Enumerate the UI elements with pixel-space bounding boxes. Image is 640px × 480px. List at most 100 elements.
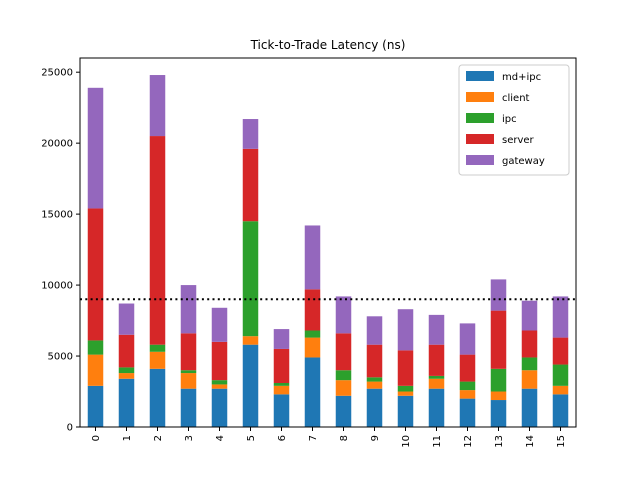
bar-client-11 — [428, 378, 445, 389]
legend-label: server — [502, 135, 535, 146]
bar-gateway-10 — [397, 309, 414, 351]
bar-gateway-9 — [366, 316, 383, 345]
y-tick-label: 20000 — [41, 139, 73, 150]
bar-client-1 — [118, 373, 135, 379]
bar-gateway-13 — [490, 279, 507, 311]
bar-gateway-1 — [118, 303, 135, 335]
bar-md-ipc-10 — [397, 395, 414, 427]
bar-client-15 — [552, 385, 569, 395]
y-tick-label: 25000 — [41, 68, 73, 79]
legend-swatch — [466, 71, 494, 81]
bar-ipc-2 — [149, 344, 166, 352]
legend: md+ipc client ipc server gateway — [458, 64, 570, 176]
x-tick-label: 6 — [277, 435, 288, 441]
legend-label: md+ipc — [502, 72, 541, 83]
y-tick-label: 5000 — [48, 352, 73, 363]
bar-ipc-5 — [242, 221, 259, 337]
bar-ipc-15 — [552, 364, 569, 386]
bar-client-12 — [459, 390, 476, 399]
legend-swatch — [466, 92, 494, 102]
bar-md-ipc-13 — [490, 400, 507, 427]
bar-gateway-12 — [459, 323, 476, 355]
bar-server-9 — [366, 344, 383, 378]
bar-client-0 — [87, 354, 104, 386]
bar-server-1 — [118, 334, 135, 368]
x-tick-label: 13 — [494, 435, 505, 448]
x-tick-label: 8 — [339, 435, 350, 441]
bar-server-6 — [273, 348, 290, 384]
bar-gateway-0 — [87, 87, 104, 209]
x-tick-label: 1 — [122, 435, 133, 441]
legend-label: client — [502, 93, 530, 104]
bar-ipc-11 — [428, 375, 445, 379]
bar-server-0 — [87, 208, 104, 341]
bar-client-5 — [242, 336, 259, 345]
bar-gateway-5 — [242, 119, 259, 149]
legend-label: ipc — [502, 114, 517, 125]
bar-ipc-0 — [87, 340, 104, 355]
bar-server-4 — [211, 341, 228, 381]
bar-server-14 — [521, 330, 538, 358]
x-tick-label: 4 — [215, 435, 226, 441]
bar-server-13 — [490, 310, 507, 369]
bar-client-2 — [149, 351, 166, 369]
x-tick-label: 15 — [556, 435, 567, 448]
x-tick-label: 0 — [91, 435, 102, 441]
bar-gateway-14 — [521, 300, 538, 331]
bar-ipc-9 — [366, 377, 383, 382]
bar-md-ipc-5 — [242, 344, 259, 427]
bar-client-14 — [521, 370, 538, 389]
x-tick-label: 11 — [432, 435, 443, 448]
bar-md-ipc-2 — [149, 368, 166, 427]
bar-ipc-10 — [397, 385, 414, 392]
bar-client-6 — [273, 385, 290, 395]
bar-gateway-4 — [211, 307, 228, 342]
bar-ipc-14 — [521, 357, 538, 371]
x-tick-label: 7 — [308, 435, 319, 441]
bar-server-12 — [459, 354, 476, 382]
bar-client-10 — [397, 391, 414, 396]
bar-client-7 — [304, 337, 321, 358]
bar-server-11 — [428, 344, 445, 376]
bar-md-ipc-9 — [366, 388, 383, 427]
bar-ipc-1 — [118, 367, 135, 374]
bar-server-5 — [242, 148, 259, 222]
bar-gateway-2 — [149, 75, 166, 137]
bar-server-8 — [335, 333, 352, 371]
x-tick-label: 14 — [525, 435, 536, 448]
bar-md-ipc-6 — [273, 394, 290, 427]
chart-title: Tick-to-Trade Latency (ns) — [250, 38, 406, 52]
x-tick-label: 9 — [370, 435, 381, 441]
bar-ipc-12 — [459, 381, 476, 391]
bar-ipc-6 — [273, 383, 290, 386]
x-tick-label: 3 — [184, 435, 195, 441]
legend-swatch — [466, 155, 494, 165]
plot-frame — [79, 57, 577, 428]
bar-gateway-15 — [552, 296, 569, 338]
bar-ipc-3 — [180, 370, 197, 374]
bar-server-15 — [552, 337, 569, 365]
bar-gateway-6 — [273, 329, 290, 349]
bar-ipc-13 — [490, 368, 507, 392]
bar-gateway-11 — [428, 314, 445, 345]
x-tick-label: 10 — [401, 435, 412, 448]
bar-md-ipc-8 — [335, 395, 352, 427]
bar-server-7 — [304, 289, 321, 331]
bar-client-3 — [180, 373, 197, 389]
bar-md-ipc-7 — [304, 357, 321, 427]
y-tick-label: 10000 — [41, 281, 73, 292]
bars-group — [87, 75, 569, 427]
bar-gateway-7 — [304, 225, 321, 290]
bar-client-4 — [211, 384, 228, 389]
bar-ipc-4 — [211, 380, 228, 385]
bar-client-13 — [490, 391, 507, 401]
bar-md-ipc-14 — [521, 388, 538, 427]
bar-server-3 — [180, 333, 197, 371]
bar-md-ipc-15 — [552, 394, 569, 427]
x-tick-label: 2 — [153, 435, 164, 441]
bar-client-9 — [366, 381, 383, 389]
x-tick-label: 5 — [246, 435, 257, 441]
bar-md-ipc-1 — [118, 378, 135, 427]
